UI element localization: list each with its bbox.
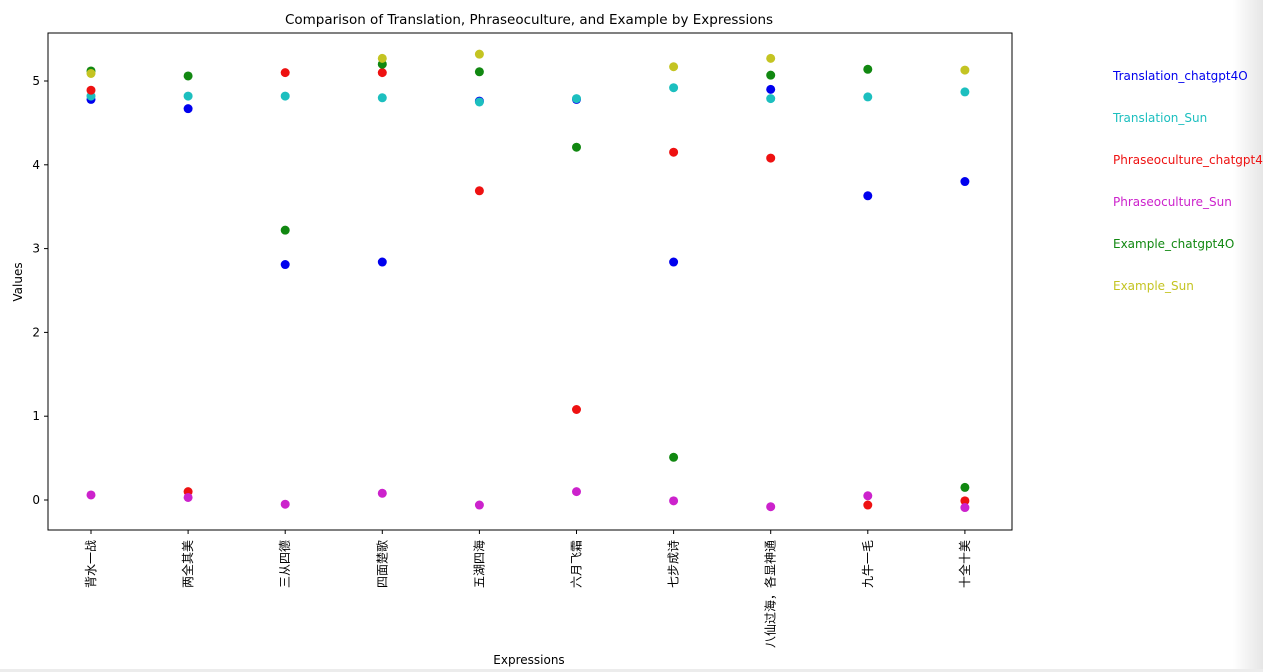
- x-tick-label: 八仙过海，各显神通: [763, 540, 778, 648]
- data-point: [86, 490, 96, 500]
- y-tick-label: 2: [32, 325, 40, 339]
- data-points: [86, 49, 970, 513]
- data-point: [377, 53, 387, 63]
- y-tick-label: 0: [32, 493, 40, 507]
- data-point: [183, 492, 193, 502]
- data-point: [572, 404, 581, 414]
- data-point: [183, 104, 193, 114]
- data-point: [572, 487, 581, 497]
- data-point: [86, 85, 96, 95]
- data-point: [766, 70, 776, 80]
- data-point: [474, 67, 484, 77]
- data-point: [377, 68, 387, 78]
- data-point: [669, 496, 679, 506]
- data-point: [377, 257, 387, 267]
- y-axis: 0 1 2 3 4 5: [32, 74, 48, 507]
- plot-area-frame: [47, 32, 1013, 531]
- x-tick-label: 十全十美: [957, 540, 972, 588]
- chart-title: Comparison of Translation, Phraseocultur…: [285, 12, 773, 28]
- data-point: [766, 94, 776, 104]
- x-tick-label: 七步成诗: [667, 540, 681, 588]
- legend-entry: Translation_Sun: [1113, 111, 1208, 125]
- x-tick-label: 六月飞霜: [570, 540, 584, 588]
- legend-entry: Example_chatgpt4O: [1113, 237, 1235, 251]
- legend-entry: Phraseoculture_chatgpt4O: [1113, 153, 1263, 167]
- y-tick-label: 4: [32, 158, 40, 172]
- y-tick-label: 3: [32, 242, 40, 256]
- data-point: [377, 488, 387, 498]
- data-point: [766, 53, 776, 63]
- data-point: [183, 91, 193, 101]
- data-point: [766, 84, 776, 94]
- data-point: [669, 62, 679, 72]
- x-tick-label: 五湖四海: [471, 540, 486, 588]
- data-point: [669, 147, 679, 157]
- legend-entry: Example_Sun: [1113, 279, 1194, 293]
- data-point: [669, 257, 679, 267]
- data-point: [863, 491, 873, 501]
- data-point: [377, 93, 387, 103]
- data-point: [280, 499, 290, 509]
- x-tick-label: 两全其美: [180, 540, 195, 588]
- data-point: [863, 64, 873, 74]
- x-tick-label: 九牛一毛: [860, 540, 875, 588]
- data-point: [474, 186, 484, 196]
- x-axis: 背水一战 两全其美 三从四德 四面楚歌 五湖四海 六月飞霜 七步成诗 八仙过海，各显神通 九牛一…: [84, 530, 972, 648]
- data-point: [474, 500, 484, 510]
- data-point: [280, 68, 290, 78]
- data-point: [960, 177, 970, 187]
- page-bottom-strip: [0, 669, 1263, 672]
- data-point: [766, 502, 776, 512]
- data-point: [280, 91, 290, 101]
- legend-entry: Translation_chatgpt4O: [1113, 69, 1248, 83]
- x-tick-label: 四面楚歌: [374, 540, 389, 588]
- data-point: [86, 68, 96, 78]
- legend-entry: Phraseoculture_Sun: [1113, 195, 1232, 209]
- y-axis-label: Values: [11, 262, 25, 301]
- x-tick-label: 背水一战: [84, 540, 98, 588]
- data-point: [280, 260, 290, 270]
- data-point: [863, 92, 873, 102]
- y-tick-label: 5: [32, 74, 40, 88]
- data-point: [280, 225, 290, 235]
- data-point: [960, 503, 970, 513]
- data-point: [863, 500, 873, 510]
- data-point: [766, 153, 776, 163]
- data-point: [669, 452, 679, 462]
- data-point: [960, 65, 970, 75]
- data-point: [960, 87, 970, 97]
- data-point: [183, 71, 193, 81]
- data-point: [572, 94, 581, 104]
- data-point: [669, 83, 679, 93]
- data-point: [572, 142, 581, 152]
- data-point: [474, 49, 484, 59]
- data-point: [474, 97, 484, 107]
- page-edge-shadow: [1233, 0, 1263, 672]
- data-point: [960, 482, 970, 492]
- y-tick-label: 1: [32, 409, 40, 423]
- x-axis-label: Expressions: [493, 653, 564, 667]
- x-tick-label: 三从四德: [277, 540, 292, 588]
- data-point: [960, 496, 970, 506]
- data-point: [863, 191, 873, 201]
